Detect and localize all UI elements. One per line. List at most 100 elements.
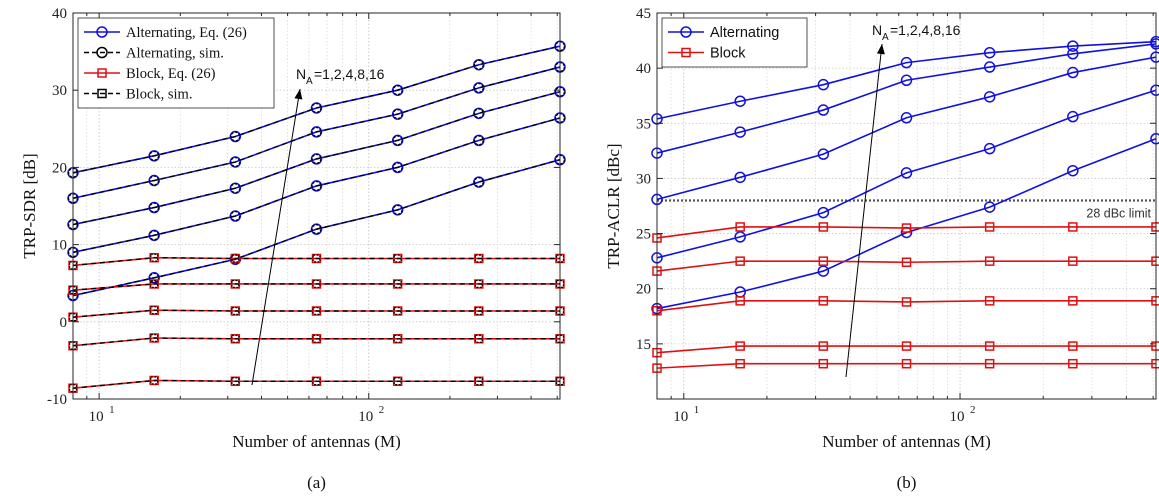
legend-entry: Block, sim. <box>84 87 192 103</box>
x-axis-label: Number of antennas (M) <box>822 432 991 451</box>
series-alternating-1 <box>67 40 566 179</box>
y-tick-label: 15 <box>636 337 651 353</box>
data-point <box>901 297 912 307</box>
data-point <box>392 306 403 316</box>
legend-entry: Alternating <box>668 25 779 41</box>
data-point <box>735 222 745 232</box>
data-point <box>984 358 995 369</box>
series-line-sim <box>72 309 560 318</box>
data-point <box>474 334 484 344</box>
x-tick-exponent: 1 <box>694 404 700 416</box>
data-point <box>818 222 829 232</box>
data-point-sim <box>230 210 241 222</box>
data-point <box>984 222 995 232</box>
data-point <box>474 253 484 264</box>
annotation-subscript: A <box>306 76 313 87</box>
annotation-arrow <box>845 43 883 378</box>
series-line <box>656 345 1156 354</box>
legend-box <box>661 17 808 68</box>
legend: Alternating, Eq. (26) Alternating, sim. Bl… <box>77 17 275 109</box>
data-point-sim <box>311 224 322 235</box>
data-point <box>311 306 322 316</box>
series-line-sim <box>72 159 561 297</box>
annotation-text: N <box>296 66 306 82</box>
legend-marker-square <box>97 88 107 99</box>
y-tick-label: 35 <box>636 116 651 132</box>
legend-label: Alternating <box>710 25 779 41</box>
data-point <box>392 253 403 264</box>
data-point-sim <box>473 59 484 70</box>
series-line <box>656 43 1157 154</box>
y-tick-label: 45 <box>636 6 651 22</box>
annotation: N A =1,2,4,8,16 <box>845 22 961 378</box>
axes-frame <box>72 12 561 400</box>
data-point <box>1068 222 1078 232</box>
data-point <box>474 376 484 386</box>
data-point <box>1068 256 1078 266</box>
data-point <box>392 376 403 386</box>
legend-entry: Block, Eq. (26) <box>84 66 216 82</box>
data-point <box>392 334 403 344</box>
legend-label: Alternating, Eq. (26) <box>126 25 247 41</box>
legend-entry: Alternating, Eq. (26) <box>84 25 247 41</box>
data-point <box>735 341 745 351</box>
data-point-sim <box>149 272 160 283</box>
y-axis-label: TRP-ACLR [dBc] <box>604 143 623 268</box>
y-tick-label: 10 <box>52 238 67 254</box>
series-line <box>656 300 1156 312</box>
data-point <box>149 305 159 315</box>
series-group <box>67 40 566 393</box>
y-tick-label: -10 <box>47 392 67 408</box>
x-tick-exponent: 2 <box>379 404 385 416</box>
data-point <box>983 142 996 155</box>
data-point-sim <box>149 175 160 186</box>
legend-label: Block, sim. <box>126 87 192 103</box>
data-point-sim <box>392 204 403 215</box>
data-point <box>983 46 996 59</box>
data-point <box>901 358 912 369</box>
data-point-sim <box>311 153 322 164</box>
legend-marker-square <box>97 68 107 78</box>
series-line-sim <box>72 379 560 389</box>
legend-marker-circle <box>96 46 108 59</box>
data-point <box>818 296 829 306</box>
data-point <box>311 334 322 344</box>
y-tick-label: 20 <box>52 160 67 176</box>
data-point <box>1068 296 1078 306</box>
data-point-sim <box>473 82 484 93</box>
data-point <box>734 231 746 243</box>
series-line-sim <box>72 337 560 347</box>
data-point-sim <box>473 177 484 188</box>
data-point <box>818 256 829 266</box>
data-point <box>474 306 484 316</box>
data-point <box>230 253 241 264</box>
data-point-sim <box>392 162 403 173</box>
data-point <box>734 126 746 138</box>
data-point-sim <box>311 102 322 114</box>
reference-line-label: 28 dBc limit <box>1086 206 1151 220</box>
data-point <box>1068 341 1078 351</box>
data-point <box>735 296 745 306</box>
data-point <box>149 279 159 289</box>
data-point-sim <box>392 109 403 120</box>
legend-label: Alternating, sim. <box>126 46 224 62</box>
data-point <box>817 104 830 116</box>
data-point-sim <box>230 156 241 168</box>
x-axis-label: Number of antennas (M) <box>232 432 401 451</box>
data-point <box>984 341 995 351</box>
data-point <box>1067 164 1079 177</box>
series-line-sim <box>72 283 560 291</box>
y-axis-label: TRP-SDR [dB] <box>20 153 39 258</box>
data-point-sim <box>392 85 403 96</box>
data-point <box>900 112 913 124</box>
legend-marker-square <box>681 47 691 58</box>
data-point-sim <box>230 183 241 194</box>
data-point <box>900 167 913 179</box>
data-point <box>984 256 995 266</box>
data-point <box>1067 40 1079 52</box>
series-block-2 <box>652 256 1159 276</box>
series-block-4 <box>652 341 1159 358</box>
data-point <box>311 376 322 386</box>
series-line-sim <box>72 117 561 254</box>
data-point-sim <box>230 131 241 142</box>
